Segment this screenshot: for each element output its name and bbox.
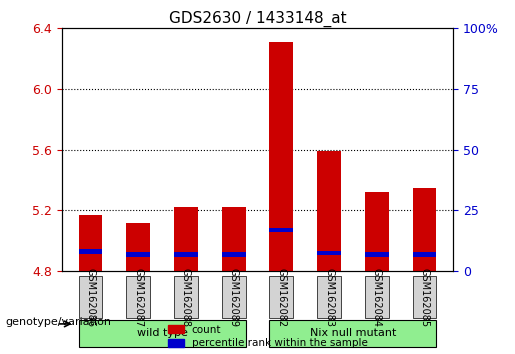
Bar — [365, 252, 389, 257]
Text: Nix null mutant: Nix null mutant — [310, 328, 396, 338]
FancyBboxPatch shape — [78, 276, 102, 318]
Title: GDS2630 / 1433148_at: GDS2630 / 1433148_at — [169, 11, 346, 27]
FancyBboxPatch shape — [413, 276, 437, 318]
Bar — [78, 215, 102, 271]
Bar — [174, 207, 198, 271]
Bar — [78, 249, 102, 253]
Text: GSM162089: GSM162089 — [229, 268, 238, 327]
FancyBboxPatch shape — [317, 276, 341, 318]
Text: GSM162088: GSM162088 — [181, 268, 191, 327]
Text: genotype/variation: genotype/variation — [5, 317, 111, 327]
Bar — [126, 223, 150, 271]
Text: GSM162082: GSM162082 — [277, 268, 286, 327]
FancyBboxPatch shape — [78, 320, 246, 347]
Bar — [269, 42, 294, 271]
Legend: count, percentile rank within the sample: count, percentile rank within the sample — [164, 321, 372, 352]
FancyBboxPatch shape — [174, 276, 198, 318]
Bar — [413, 252, 437, 257]
Text: wild type: wild type — [136, 328, 187, 338]
FancyBboxPatch shape — [126, 276, 150, 318]
Text: GSM162084: GSM162084 — [372, 268, 382, 327]
Bar — [365, 192, 389, 271]
Text: GSM162086: GSM162086 — [85, 268, 95, 327]
Bar — [126, 252, 150, 257]
Bar — [317, 151, 341, 271]
Bar — [269, 228, 294, 232]
FancyBboxPatch shape — [365, 276, 389, 318]
Bar — [174, 252, 198, 257]
FancyBboxPatch shape — [269, 276, 294, 318]
Text: GSM162083: GSM162083 — [324, 268, 334, 327]
Bar — [317, 251, 341, 255]
Text: GSM162087: GSM162087 — [133, 268, 143, 327]
FancyBboxPatch shape — [221, 276, 246, 318]
FancyBboxPatch shape — [269, 320, 437, 347]
Bar — [221, 207, 246, 271]
Bar — [221, 252, 246, 257]
Text: GSM162085: GSM162085 — [420, 268, 430, 327]
Bar — [413, 188, 437, 271]
